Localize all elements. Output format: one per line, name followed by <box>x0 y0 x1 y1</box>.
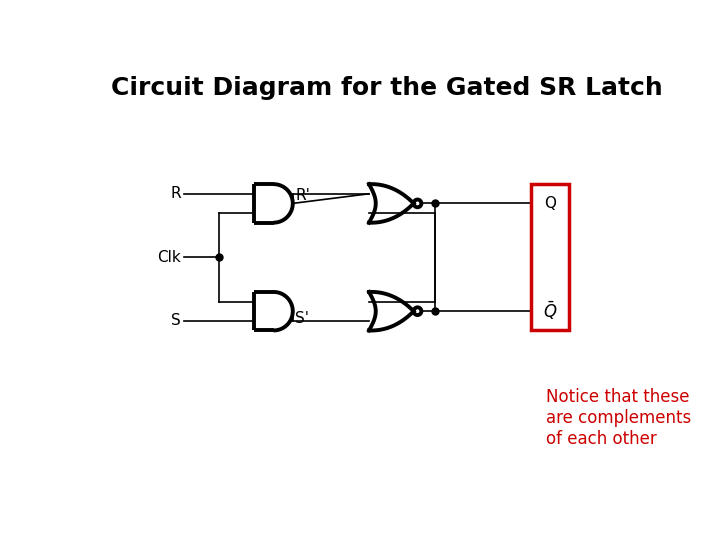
Text: Circuit Diagram for the Gated SR Latch: Circuit Diagram for the Gated SR Latch <box>111 76 663 100</box>
Text: S': S' <box>295 312 309 326</box>
Text: Q: Q <box>544 196 556 211</box>
Text: R: R <box>171 186 181 201</box>
Text: $\bar{Q}$: $\bar{Q}$ <box>543 300 557 322</box>
Text: S: S <box>171 313 181 328</box>
Bar <box>531 184 570 330</box>
Text: Clk: Clk <box>158 250 181 265</box>
Text: Notice that these
are complements
of each other: Notice that these are complements of eac… <box>546 388 691 448</box>
Text: R': R' <box>295 188 310 203</box>
